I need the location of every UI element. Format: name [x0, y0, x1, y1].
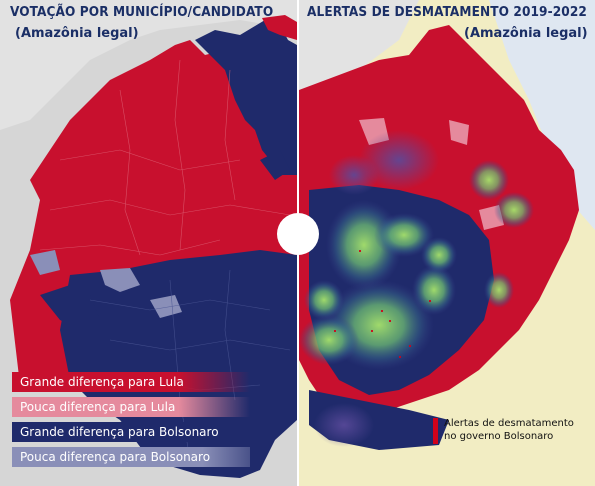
- legend-item-lula-strong: Grande diferença para Lula: [12, 372, 250, 392]
- alerts-legend-line2: no governo Bolsonaro: [444, 430, 554, 442]
- left-map-panel: VOTAÇÃO POR MUNICÍPIO/CANDIDATO (Amazôni…: [0, 0, 297, 486]
- legend-item-bolsonaro-weak: Pouca diferença para Bolsonaro: [12, 447, 250, 467]
- legend-item-lula-weak: Pouca diferença para Lula: [12, 397, 250, 417]
- legend-item-bolsonaro-strong: Grande diferença para Bolsonaro: [12, 422, 250, 442]
- vote-map: [0, 0, 297, 486]
- center-circle: [277, 213, 319, 255]
- alerts-legend: Alertas de desmatamento no governo Bolso…: [444, 418, 584, 443]
- deforestation-map: [299, 0, 595, 486]
- alerts-legend-line1: Alertas de desmatamento: [444, 418, 574, 429]
- left-panel-subtitle: (Amazônia legal): [15, 26, 139, 41]
- right-panel-subtitle: (Amazônia legal): [464, 26, 588, 41]
- alerts-legend-swatch: [433, 418, 438, 444]
- region-bolsonaro-roraima: [195, 20, 297, 175]
- region-bolsonaro-south: [60, 250, 297, 478]
- right-panel-title: ALERTAS DE DESMATAMENTO 2019-2022: [307, 4, 587, 20]
- deforestation-heat: [299, 130, 534, 447]
- right-map-panel: ALERTAS DE DESMATAMENTO 2019-2022 (Amazô…: [299, 0, 595, 486]
- left-panel-title: VOTAÇÃO POR MUNICÍPIO/CANDIDATO: [10, 4, 274, 20]
